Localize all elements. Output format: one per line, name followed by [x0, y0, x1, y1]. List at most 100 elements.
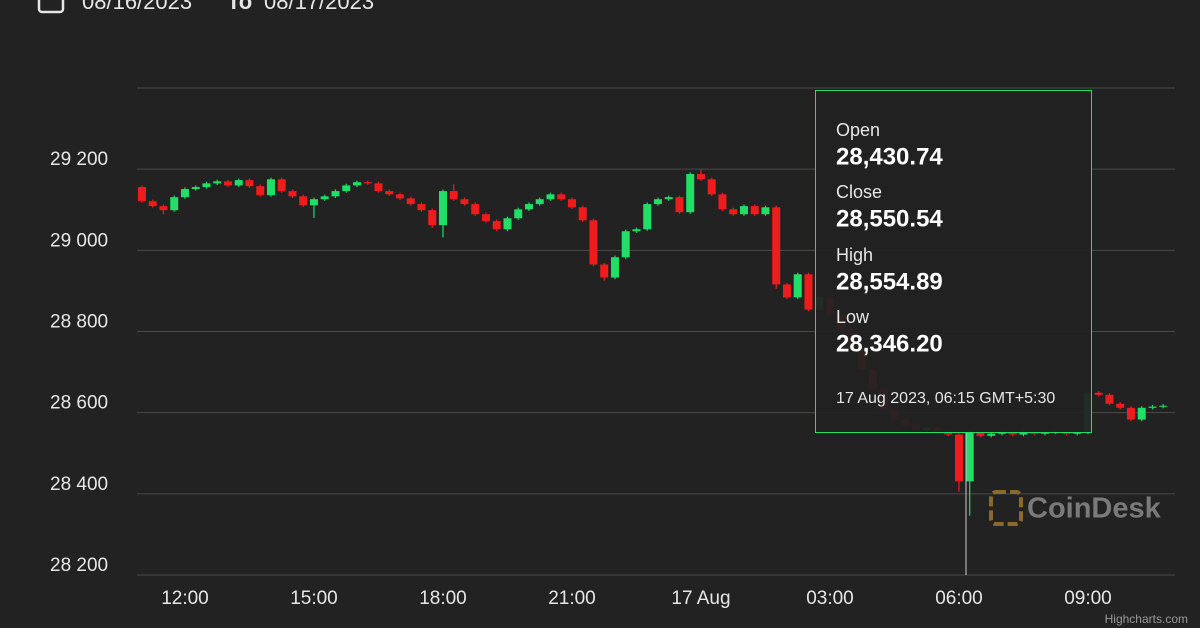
candle-body — [481, 214, 490, 222]
candle-body — [438, 191, 447, 226]
candle-body — [213, 181, 222, 184]
candle-body — [535, 199, 544, 205]
watermark-icon — [989, 490, 1023, 526]
x-tick-label: 06:00 — [935, 588, 983, 609]
candle-body — [202, 183, 211, 188]
candle-body — [159, 206, 168, 211]
candle-body — [804, 274, 813, 310]
candle-body — [1126, 407, 1135, 420]
watermark-text: CoinDesk — [1027, 493, 1162, 525]
candle-body — [653, 199, 662, 205]
candle-body — [976, 432, 985, 436]
candle-body — [299, 196, 308, 206]
candle-body — [750, 206, 759, 215]
candle-body — [589, 220, 598, 265]
candle-body — [954, 434, 963, 482]
y-tick-label: 28 600 — [50, 393, 108, 414]
candle-body — [395, 194, 404, 199]
candle-body — [632, 229, 641, 232]
candle-body — [492, 221, 501, 230]
candle-body — [718, 194, 727, 210]
candle-body — [1159, 405, 1168, 407]
y-tick-label: 28 400 — [50, 474, 108, 495]
candle-body — [965, 432, 974, 482]
candle-body — [137, 187, 146, 202]
candle-body — [320, 196, 329, 200]
calendar-icon — [37, 0, 65, 14]
candle-body — [1137, 407, 1146, 420]
date-separator: To — [227, 0, 252, 14]
candle-body — [793, 274, 802, 298]
candle-body — [309, 199, 318, 206]
candle-body — [363, 182, 372, 184]
candle-body — [567, 199, 576, 208]
candle-body — [772, 207, 781, 285]
date-start: 08/16/2023 — [82, 0, 192, 14]
tooltip-value: 28,554.89 — [836, 268, 943, 295]
candle-body — [707, 179, 716, 195]
candle-body — [234, 180, 243, 186]
candle-body — [170, 197, 179, 211]
x-tick-label: 21:00 — [548, 588, 596, 609]
candle-body — [277, 179, 286, 192]
candle-body — [600, 264, 609, 278]
candle-body — [266, 179, 275, 196]
tooltip-label: Open — [836, 120, 880, 140]
candle-body — [1116, 403, 1125, 408]
credits: Highcharts.com — [1105, 612, 1188, 626]
candle-body — [180, 189, 189, 198]
candle-body — [664, 197, 673, 200]
candle-body — [1105, 394, 1114, 404]
candle-body — [997, 432, 1006, 434]
candle-body — [739, 206, 748, 215]
date-end: 08/17/2023 — [264, 0, 374, 14]
tooltip-time: 17 Aug 2023, 06:15 GMT+5:30 — [836, 390, 1055, 407]
x-tick-label: 15:00 — [290, 588, 338, 609]
candle-body — [385, 191, 394, 195]
candle-body — [191, 187, 200, 190]
candle-body — [557, 194, 566, 200]
candle-body — [675, 197, 684, 213]
candle-body — [1008, 432, 1017, 435]
tooltip: Open 28,430.74 Close 28,550.54 High 28,5… — [815, 90, 1092, 433]
candle-body — [686, 174, 695, 213]
candle-body — [761, 207, 770, 215]
candle-body — [987, 433, 996, 436]
candle-body — [449, 191, 458, 200]
candle-body — [944, 431, 953, 435]
tooltip-value: 28,550.54 — [836, 205, 943, 232]
candle-body — [374, 183, 383, 192]
candle-body — [1019, 431, 1028, 435]
y-tick-label: 29 200 — [50, 149, 108, 170]
candle-body — [1073, 432, 1082, 434]
tooltip-label: High — [836, 245, 873, 265]
x-tick-label: 03:00 — [806, 588, 854, 609]
candle-body — [782, 284, 791, 298]
tooltip-value: 28,346.20 — [836, 330, 943, 357]
candle-body — [460, 199, 469, 205]
tooltip-label: Close — [836, 182, 882, 202]
candle-body — [417, 204, 426, 211]
candle-body — [148, 201, 157, 207]
y-tick-label: 28 800 — [50, 312, 108, 333]
y-tick-label: 29 000 — [50, 230, 108, 251]
candle-body — [621, 231, 630, 258]
candle-body — [342, 185, 351, 192]
candle-body — [610, 257, 619, 278]
tooltip-box — [815, 90, 1092, 433]
watermark: CoinDesk — [989, 490, 1162, 526]
candle-body — [331, 191, 340, 197]
tooltip-value: 28,430.74 — [836, 143, 943, 170]
candle-body — [546, 194, 555, 200]
candle-body — [524, 204, 533, 210]
x-tick-label: 12:00 — [161, 588, 209, 609]
candle-body — [729, 209, 738, 215]
candle-body — [503, 218, 512, 230]
candle-body — [352, 182, 361, 186]
x-tick-label: 17 Aug — [671, 588, 730, 609]
candle-body — [406, 198, 415, 205]
candle-body — [643, 204, 652, 230]
candle-body — [288, 191, 297, 197]
candle-body — [1040, 432, 1049, 434]
